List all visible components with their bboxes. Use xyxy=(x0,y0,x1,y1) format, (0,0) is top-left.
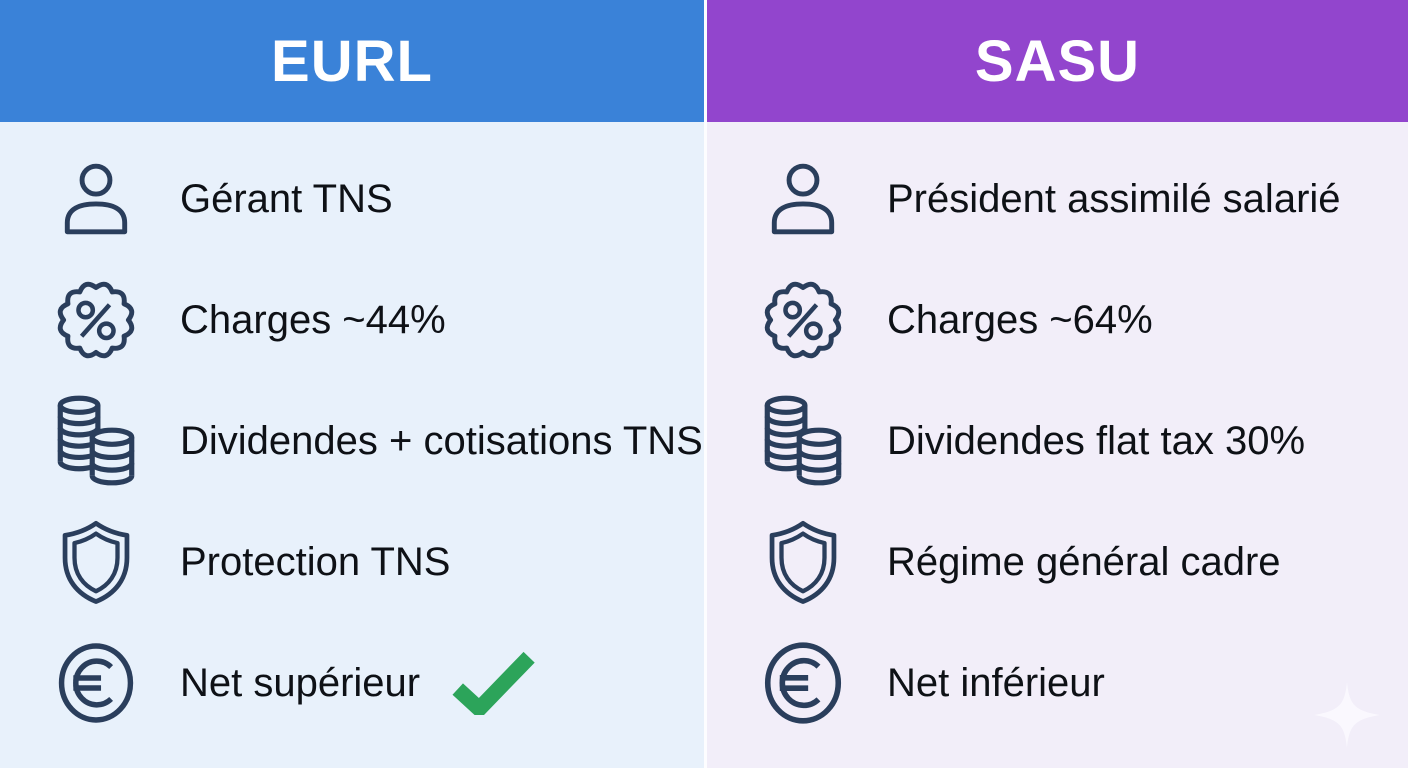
row-label: Net inférieur xyxy=(887,660,1105,705)
sparkle-icon xyxy=(1314,682,1380,748)
user-icon xyxy=(46,149,146,249)
row-label: Net supérieur xyxy=(180,660,421,705)
shield-icon xyxy=(753,512,853,612)
sasu-column: SASU Président assimilé salarié Charges … xyxy=(704,0,1408,768)
eurl-title: EURL xyxy=(271,28,433,94)
coins-icon xyxy=(753,391,853,491)
row-label: Protection TNS xyxy=(180,539,451,584)
row-sasu-status: Président assimilé salarié xyxy=(753,138,1408,259)
coins-icon xyxy=(46,391,146,491)
percent-badge-icon xyxy=(46,270,146,370)
row-eurl-charges: Charges ~44% xyxy=(46,259,704,380)
row-sasu-dividends: Dividendes flat tax 30% xyxy=(753,380,1408,501)
row-eurl-protection: Protection TNS xyxy=(46,501,704,622)
eurl-column-header: EURL xyxy=(0,0,704,122)
row-sasu-charges: Charges ~64% xyxy=(753,259,1408,380)
row-label: Régime général cadre xyxy=(887,539,1281,584)
row-sasu-regime: Régime général cadre xyxy=(753,501,1408,622)
row-label: Charges ~44% xyxy=(180,297,446,342)
row-eurl-dividends: Dividendes + cotisations TNS xyxy=(46,380,704,501)
euro-circle-icon xyxy=(46,633,146,733)
shield-icon xyxy=(46,512,146,612)
row-label: Dividendes + cotisations TNS xyxy=(180,418,703,463)
row-eurl-net: Net supérieur xyxy=(46,622,704,743)
eurl-column-body: Gérant TNS Charges ~44% Dividendes + cot… xyxy=(0,122,704,768)
sasu-column-body: Président assimilé salarié Charges ~64% … xyxy=(707,122,1408,768)
sasu-title: SASU xyxy=(974,28,1141,94)
user-icon xyxy=(753,149,853,249)
euro-circle-icon xyxy=(753,633,853,733)
row-label: Dividendes flat tax 30% xyxy=(887,418,1306,463)
percent-badge-icon xyxy=(753,270,853,370)
row-label: Gérant TNS xyxy=(180,176,393,221)
sasu-column-header: SASU xyxy=(707,0,1408,122)
eurl-column: EURL Gérant TNS Charges ~44% Dividendes … xyxy=(0,0,704,768)
row-label: Charges ~64% xyxy=(887,297,1153,342)
green-check-icon xyxy=(450,651,536,715)
row-label: Président assimilé salarié xyxy=(887,176,1341,221)
row-eurl-status: Gérant TNS xyxy=(46,138,704,259)
row-sasu-net: Net inférieur xyxy=(753,622,1408,743)
